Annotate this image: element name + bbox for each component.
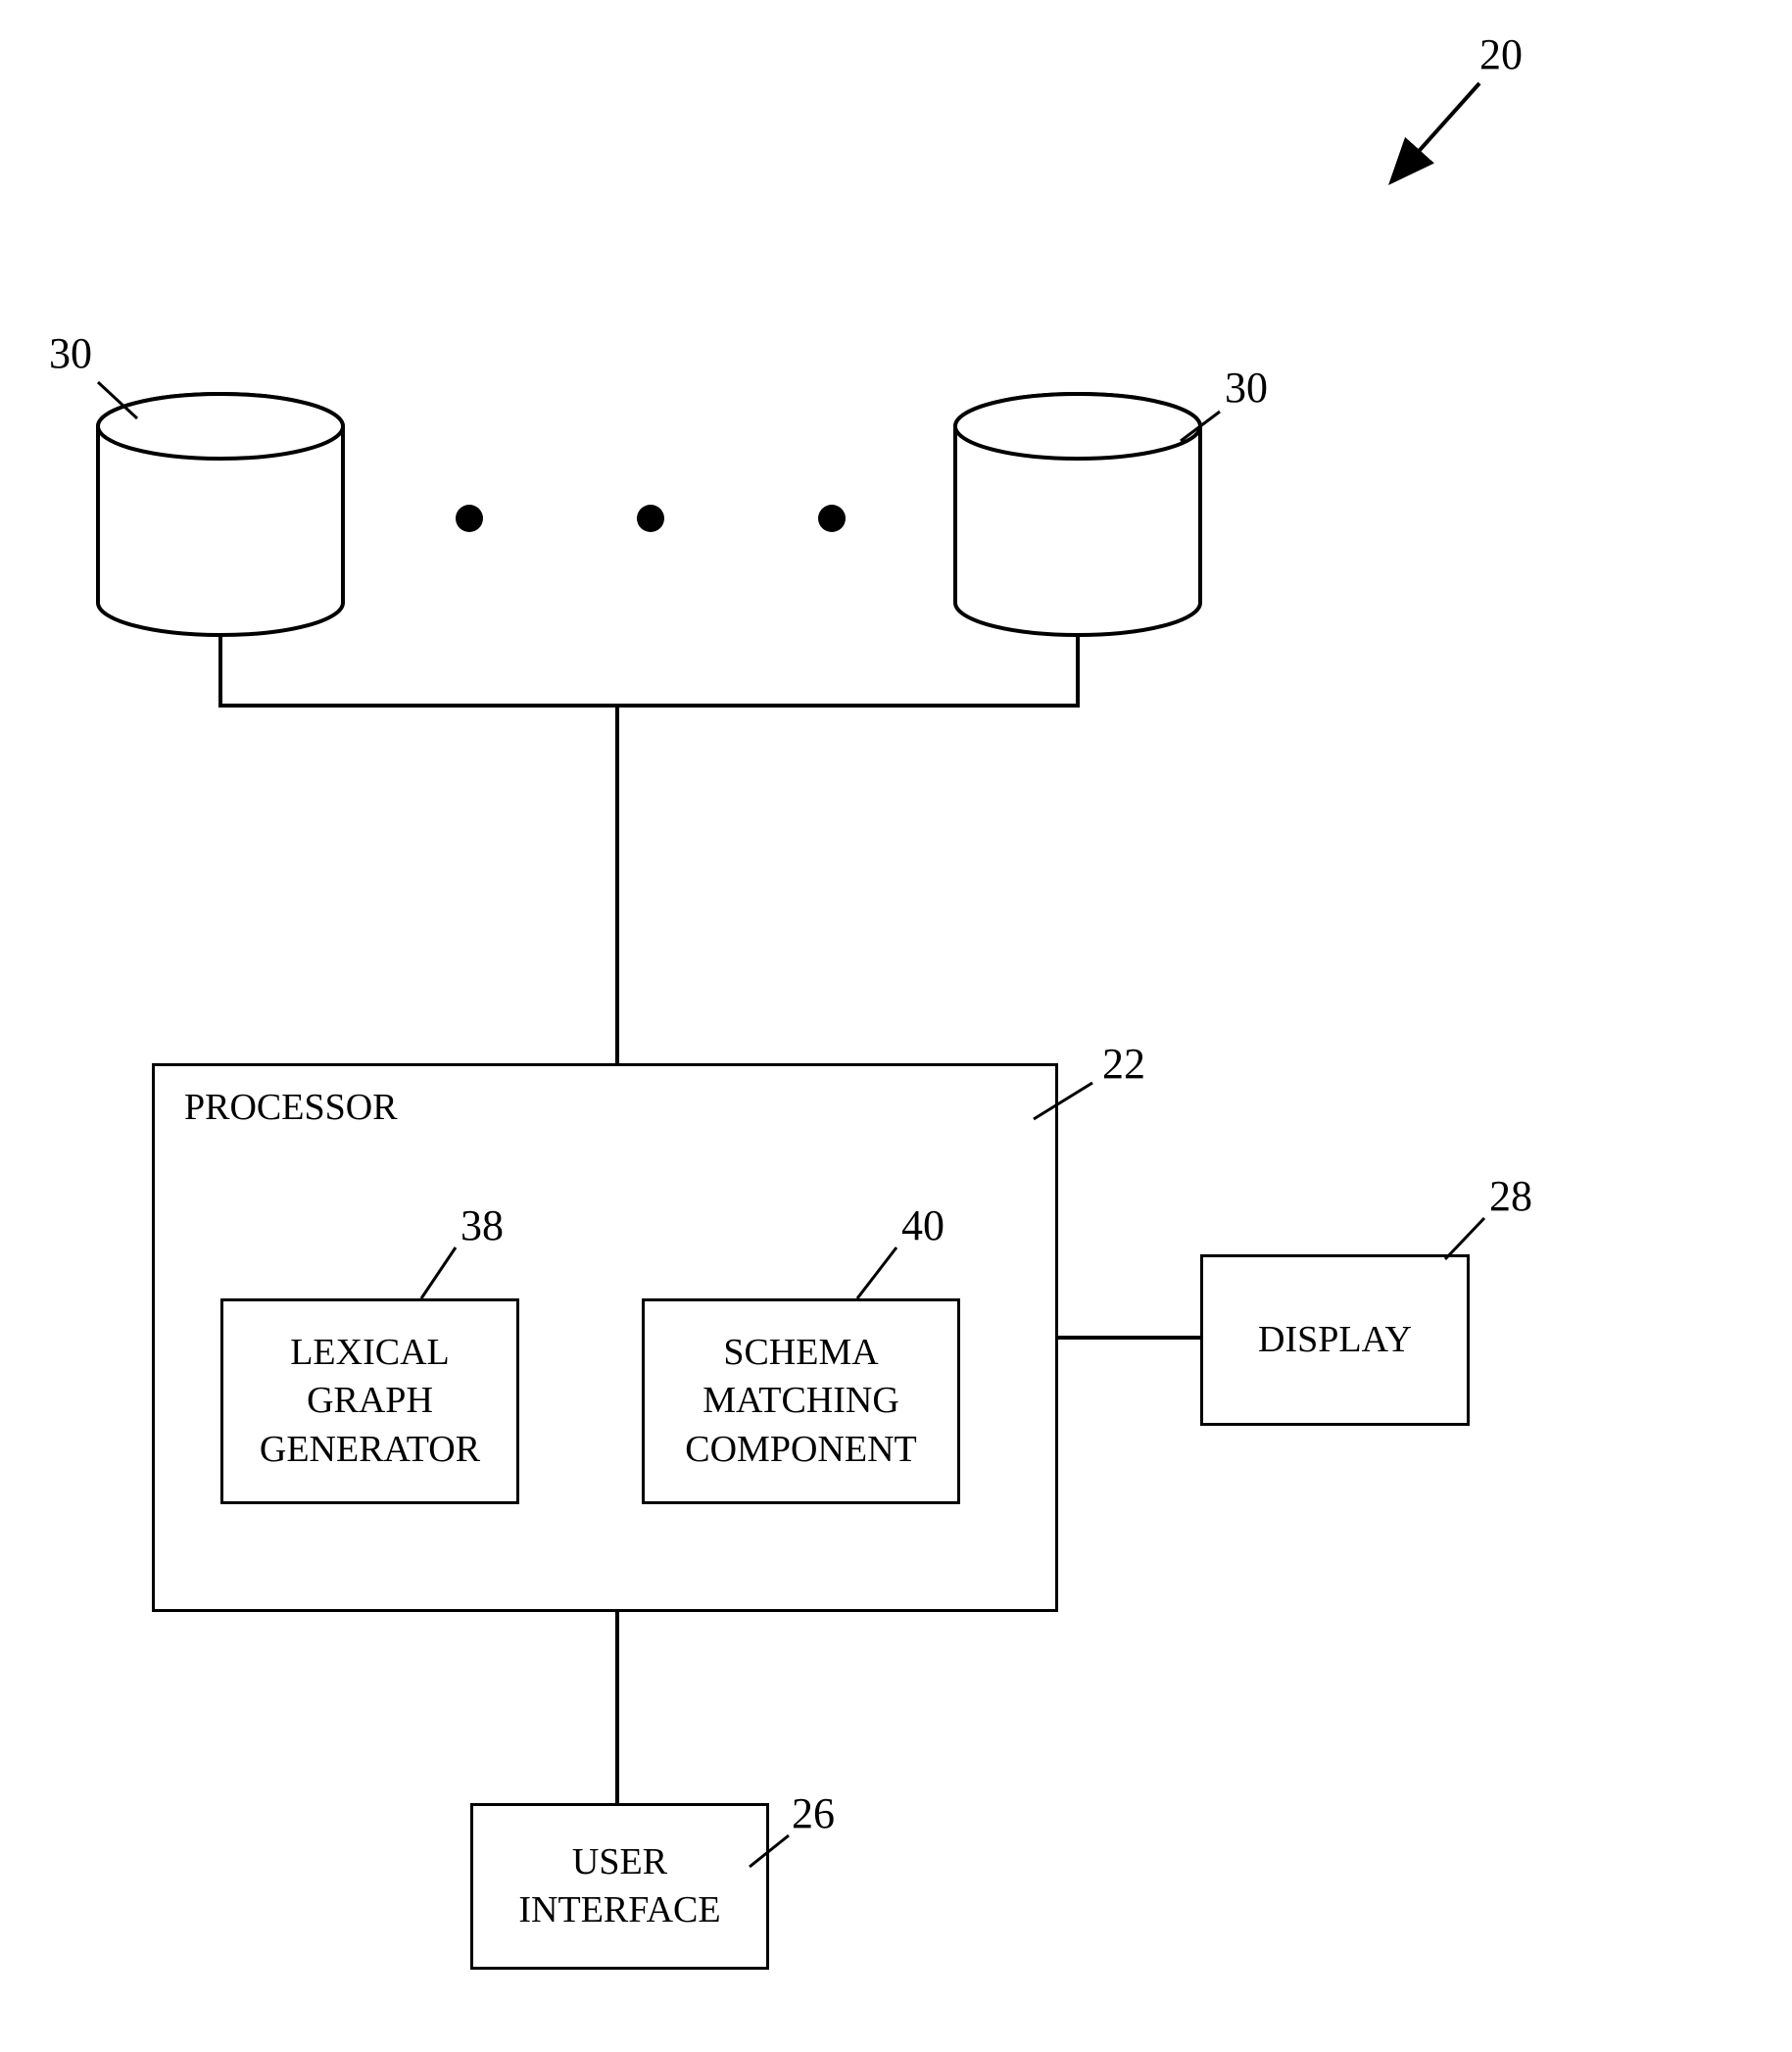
connector-line	[1076, 637, 1080, 708]
leader-db-left	[93, 377, 152, 436]
ellipsis-dot	[637, 505, 664, 532]
ref-num-db-right: 30	[1225, 363, 1268, 413]
ellipsis-dot	[456, 505, 483, 532]
ref-num-db-left: 30	[49, 328, 92, 378]
ref-num-schema: 40	[901, 1200, 944, 1250]
leader-db-right	[1171, 407, 1230, 456]
connector-line	[218, 704, 1080, 708]
database-right	[950, 392, 1205, 637]
leader-display	[1435, 1215, 1494, 1269]
leader-processor	[1024, 1078, 1102, 1137]
lexical-label: LEXICAL GRAPH GENERATOR	[260, 1329, 480, 1474]
ref-num-processor: 22	[1102, 1039, 1145, 1089]
leader-schema	[848, 1245, 906, 1303]
ui-label: USER INTERFACE	[518, 1838, 720, 1935]
processor-title: PROCESSOR	[174, 1086, 398, 1129]
connector-line	[615, 1612, 619, 1803]
leader-lexical	[412, 1245, 470, 1303]
lexical-box: LEXICAL GRAPH GENERATOR	[220, 1298, 519, 1504]
connector-line	[218, 637, 222, 708]
schema-label: SCHEMA MATCHING COMPONENT	[685, 1329, 916, 1474]
arrow-system	[1372, 69, 1499, 196]
display-box: DISPLAY	[1200, 1254, 1470, 1426]
connector-line	[615, 704, 619, 1066]
ellipsis-dot	[818, 505, 846, 532]
display-label: DISPLAY	[1258, 1316, 1412, 1364]
schema-box: SCHEMA MATCHING COMPONENT	[642, 1298, 960, 1504]
ref-num-display: 28	[1489, 1171, 1532, 1221]
ref-num-lexical: 38	[460, 1200, 504, 1250]
ref-num-ui: 26	[792, 1788, 835, 1838]
connector-line	[1058, 1336, 1200, 1340]
ui-box: USER INTERFACE	[470, 1803, 769, 1970]
leader-ui	[740, 1832, 799, 1881]
